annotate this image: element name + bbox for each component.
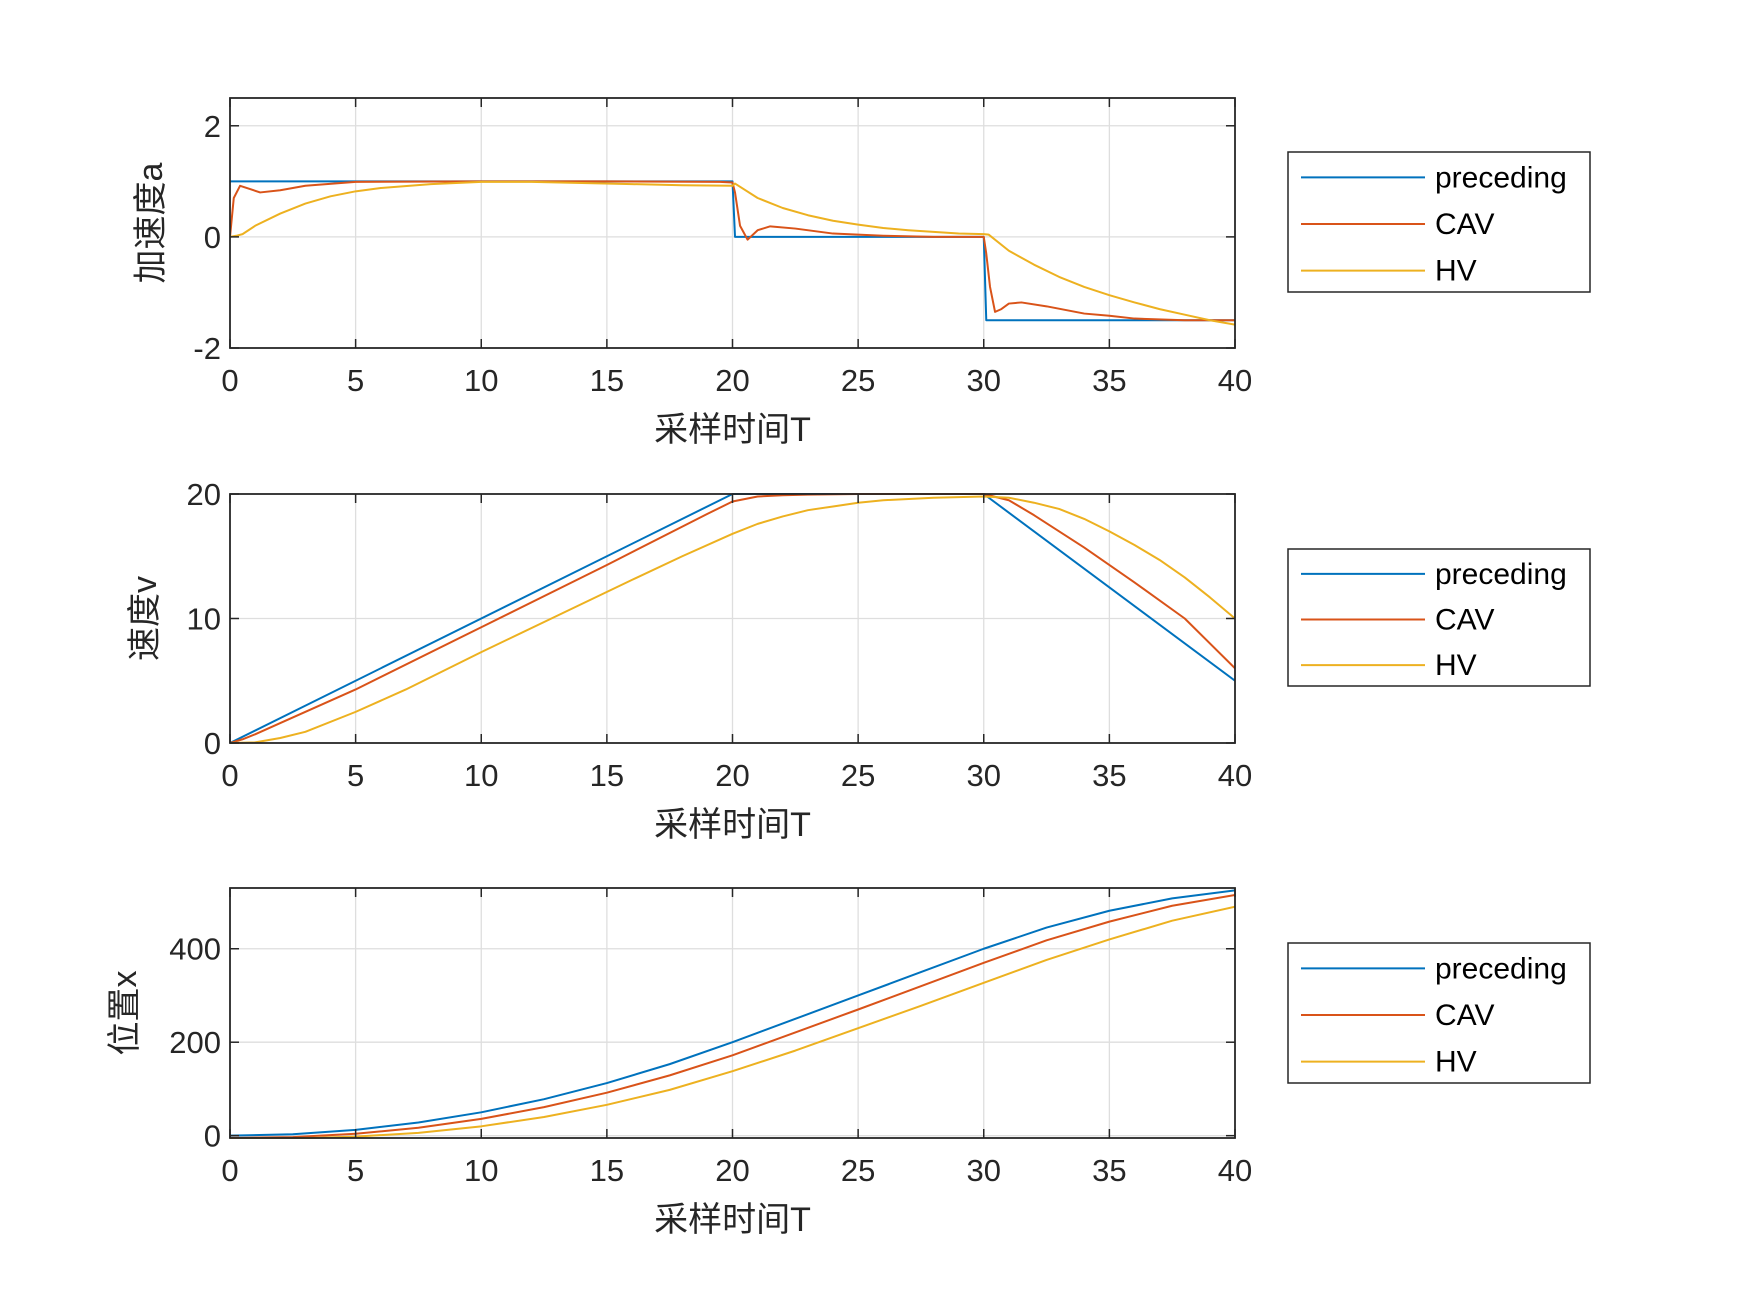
x-tick-label: 5 bbox=[347, 758, 364, 793]
x-tick-label: 40 bbox=[1218, 758, 1252, 793]
x-tick-label: 15 bbox=[590, 363, 624, 398]
series-line-preceding bbox=[230, 889, 1235, 1137]
x-axis-label: 采样时间T bbox=[654, 806, 811, 844]
legend: preceding CAV HV bbox=[1287, 151, 1591, 293]
legend-box bbox=[1287, 942, 1591, 1084]
x-axis-label: 采样时间T bbox=[654, 411, 811, 449]
series-line-cav bbox=[230, 180, 1235, 322]
legend: preceding CAV HV bbox=[1287, 942, 1591, 1084]
y-axis-label: 速度v bbox=[126, 576, 164, 661]
legend: preceding CAV HV bbox=[1287, 548, 1591, 687]
x-tick-label: 5 bbox=[347, 363, 364, 398]
chart-panel-3: 0 5 10 15 20 25 30 35 400200400采样时间T位置xpreceding… bbox=[106, 887, 1591, 1239]
x-tick-label: 20 bbox=[715, 1153, 749, 1188]
x-tick-label: 35 bbox=[1092, 758, 1126, 793]
y-tick-label: -2 bbox=[193, 331, 221, 366]
y-tick-label: 2 bbox=[204, 109, 221, 144]
x-tick-label: 35 bbox=[1092, 1153, 1126, 1188]
x-tick-label: 0 bbox=[221, 363, 238, 398]
x-tick-label: 30 bbox=[967, 363, 1001, 398]
x-tick-label: 30 bbox=[967, 1153, 1001, 1188]
legend-label-hv: HV bbox=[1435, 255, 1477, 288]
x-tick-label: 10 bbox=[464, 758, 498, 793]
x-tick-label: 35 bbox=[1092, 363, 1126, 398]
legend-label-preceding: preceding bbox=[1435, 558, 1567, 591]
x-tick-label: 20 bbox=[715, 758, 749, 793]
y-tick-label: 0 bbox=[204, 1119, 221, 1154]
x-tick-label: 40 bbox=[1218, 363, 1252, 398]
x-tick-label: 15 bbox=[590, 1153, 624, 1188]
x-axis-label: 采样时间T bbox=[654, 1201, 811, 1239]
x-tick-label: 5 bbox=[347, 1153, 364, 1188]
x-tick-label: 25 bbox=[841, 1153, 875, 1188]
y-tick-label: 400 bbox=[169, 932, 221, 967]
legend-box bbox=[1287, 548, 1591, 687]
legend-label-hv: HV bbox=[1435, 649, 1477, 682]
series-line-hv bbox=[230, 905, 1235, 1139]
legend-label-cav: CAV bbox=[1435, 208, 1494, 241]
y-tick-label: 10 bbox=[187, 602, 221, 637]
legend-label-cav: CAV bbox=[1435, 999, 1494, 1032]
x-tick-label: 40 bbox=[1218, 1153, 1252, 1188]
series-line-hv bbox=[230, 180, 1235, 326]
series-group bbox=[230, 889, 1235, 1139]
legend-box bbox=[1287, 151, 1591, 293]
legend-label-preceding: preceding bbox=[1435, 161, 1567, 194]
x-tick-label: 20 bbox=[715, 363, 749, 398]
y-axis-label: 位置x bbox=[106, 971, 144, 1056]
series-group bbox=[230, 180, 1235, 326]
y-tick-label: 0 bbox=[204, 726, 221, 761]
legend-label-cav: CAV bbox=[1435, 604, 1494, 637]
x-tick-label: 25 bbox=[841, 363, 875, 398]
legend-label-preceding: preceding bbox=[1435, 952, 1567, 985]
y-tick-label: 200 bbox=[169, 1025, 221, 1060]
y-tick-label: 20 bbox=[187, 477, 221, 512]
series-line-hv bbox=[230, 495, 1235, 744]
x-tick-label: 0 bbox=[221, 758, 238, 793]
x-tick-label: 15 bbox=[590, 758, 624, 793]
chart-panel-2: 0 5 10 15 20 25 30 35 40 0 10 20 采样时间T 速度v preceding CA… bbox=[126, 477, 1591, 844]
y-axis-label: 加速度a bbox=[132, 162, 170, 283]
x-tick-label: 25 bbox=[841, 758, 875, 793]
series-line-cav bbox=[230, 894, 1235, 1139]
x-tick-label: 10 bbox=[464, 363, 498, 398]
legend-label-hv: HV bbox=[1435, 1046, 1477, 1079]
series-line-cav bbox=[230, 493, 1235, 744]
x-tick-label: 0 bbox=[221, 1153, 238, 1188]
y-tick-label: 0 bbox=[204, 220, 221, 255]
x-tick-label: 30 bbox=[967, 758, 1001, 793]
x-tick-label: 10 bbox=[464, 1153, 498, 1188]
